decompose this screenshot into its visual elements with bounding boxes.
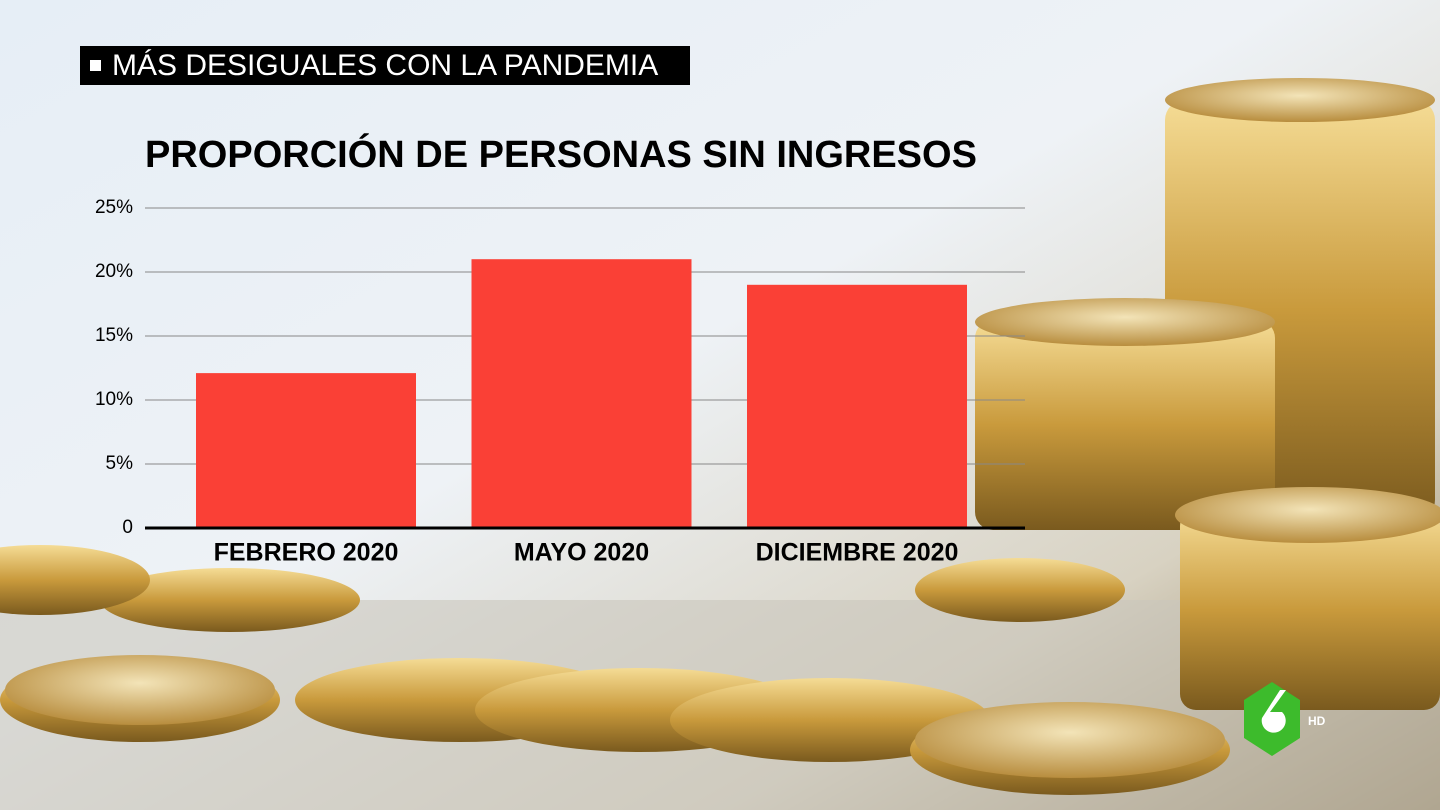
x-tick-label: FEBRERO 2020 (214, 539, 399, 567)
logo: HD (1244, 682, 1326, 756)
y-tick-label: 25% (95, 197, 133, 218)
banner: MÁS DESIGUALES CON LA PANDEMIA (80, 46, 690, 85)
bar (471, 259, 692, 528)
y-tick-label: 5% (106, 453, 134, 474)
y-tick-label: 0 (122, 517, 133, 538)
y-tick-label: 20% (95, 261, 133, 282)
y-tick-label: 10% (95, 389, 133, 410)
chart-title: PROPORCIÓN DE PERSONAS SIN INGRESOS (145, 132, 977, 176)
y-tick-label: 15% (95, 325, 133, 346)
logo-label: HD (1308, 714, 1326, 728)
banner-text: MÁS DESIGUALES CON LA PANDEMIA (112, 49, 658, 82)
x-tick-label: DICIEMBRE 2020 (756, 539, 959, 567)
bar (196, 373, 416, 528)
bar (747, 284, 967, 528)
x-tick-label: MAYO 2020 (514, 539, 649, 567)
